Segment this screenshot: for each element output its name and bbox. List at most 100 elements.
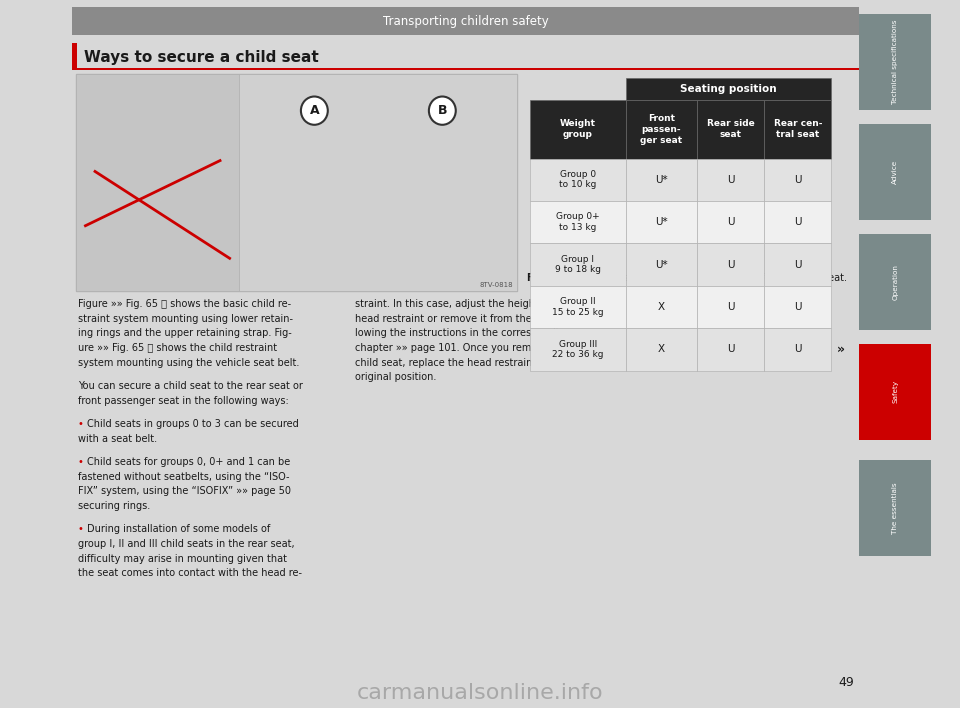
Text: B: B xyxy=(438,104,447,117)
Text: straint. In this case, adjust the height of the: straint. In this case, adjust the height… xyxy=(355,299,570,309)
Text: •: • xyxy=(78,419,84,429)
Text: U*: U* xyxy=(655,217,668,227)
Text: ing rings and the upper retaining strap. Fig-: ing rings and the upper retaining strap.… xyxy=(78,329,292,338)
Bar xyxy=(72,43,77,69)
Text: Group I
9 to 18 kg: Group I 9 to 18 kg xyxy=(555,255,601,274)
Text: Weight
group: Weight group xyxy=(560,119,596,139)
Circle shape xyxy=(300,96,327,125)
Bar xyxy=(697,286,764,329)
Text: U: U xyxy=(794,302,802,312)
Text: Fig. 65: Fig. 65 xyxy=(527,273,564,282)
Text: U: U xyxy=(794,217,802,227)
Bar xyxy=(626,201,697,244)
Text: Technical specifications: Technical specifications xyxy=(892,20,899,104)
Bar xyxy=(764,100,831,159)
Text: U: U xyxy=(794,175,802,185)
Bar xyxy=(859,124,931,220)
Bar xyxy=(530,286,626,329)
Text: front passenger seat in the following ways:: front passenger seat in the following wa… xyxy=(78,396,289,406)
Bar xyxy=(626,329,697,371)
Text: straint system mounting using lower retain-: straint system mounting using lower reta… xyxy=(78,314,293,324)
Text: with a seat belt.: with a seat belt. xyxy=(78,434,156,444)
Text: system mounting using the vehicle seat belt.: system mounting using the vehicle seat b… xyxy=(78,358,300,367)
Text: difficulty may arise in mounting given that: difficulty may arise in mounting given t… xyxy=(78,554,287,564)
Text: •: • xyxy=(78,525,84,535)
Text: 49: 49 xyxy=(839,676,854,689)
Text: »: » xyxy=(837,343,845,356)
Bar xyxy=(764,201,831,244)
Text: U: U xyxy=(727,260,734,270)
Bar xyxy=(764,159,831,201)
Text: Safety: Safety xyxy=(892,380,899,404)
Bar xyxy=(76,74,517,291)
Text: Group 0
to 10 kg: Group 0 to 10 kg xyxy=(560,170,596,190)
Text: original position.: original position. xyxy=(355,372,437,382)
Text: X: X xyxy=(658,345,665,355)
Bar xyxy=(530,329,626,371)
Bar xyxy=(626,286,697,329)
Bar xyxy=(697,100,764,159)
Text: Rear cen-
tral seat: Rear cen- tral seat xyxy=(774,119,822,139)
Text: lowing the instructions in the corresponding: lowing the instructions in the correspon… xyxy=(355,329,571,338)
Text: fastened without seatbelts, using the “ISO-: fastened without seatbelts, using the “I… xyxy=(78,472,289,481)
Bar xyxy=(764,244,831,286)
Text: On the rear seats: Possible installations for the child seat.: On the rear seats: Possible installation… xyxy=(558,273,847,282)
Text: U: U xyxy=(794,260,802,270)
Text: U*: U* xyxy=(655,260,668,270)
Text: Advice: Advice xyxy=(892,160,899,184)
Text: child seat, replace the head restraint in its: child seat, replace the head restraint i… xyxy=(355,358,564,367)
Bar xyxy=(76,74,239,291)
Text: Group 0+
to 13 kg: Group 0+ to 13 kg xyxy=(556,212,600,232)
Text: U: U xyxy=(727,175,734,185)
Bar xyxy=(626,244,697,286)
Text: Transporting children safety: Transporting children safety xyxy=(383,15,548,28)
Text: Group III
22 to 36 kg: Group III 22 to 36 kg xyxy=(552,340,604,359)
Text: U: U xyxy=(727,302,734,312)
Text: the seat comes into contact with the head re-: the seat comes into contact with the hea… xyxy=(78,569,301,578)
Text: group I, II and III child seats in the rear seat,: group I, II and III child seats in the r… xyxy=(78,539,295,549)
Bar xyxy=(72,7,859,35)
Bar xyxy=(530,244,626,286)
Text: Ways to secure a child seat: Ways to secure a child seat xyxy=(84,50,319,65)
Text: chapter »» page 101. Once you remove the: chapter »» page 101. Once you remove the xyxy=(355,343,568,353)
Bar xyxy=(859,460,931,556)
Text: 8TV-0818: 8TV-0818 xyxy=(479,282,513,288)
Bar xyxy=(697,201,764,244)
Bar xyxy=(626,78,831,100)
Text: FIX” system, using the “ISOFIX” »» page 50: FIX” system, using the “ISOFIX” »» page … xyxy=(78,486,291,496)
Text: U: U xyxy=(727,217,734,227)
Bar xyxy=(859,14,931,110)
Text: Child seats in groups 0 to 3 can be secured: Child seats in groups 0 to 3 can be secu… xyxy=(87,419,300,429)
Bar xyxy=(530,100,626,159)
Bar xyxy=(697,159,764,201)
Text: •: • xyxy=(78,457,84,467)
Text: X: X xyxy=(658,302,665,312)
Bar xyxy=(530,201,626,244)
Text: securing rings.: securing rings. xyxy=(78,501,150,511)
Bar xyxy=(859,343,931,440)
Text: Child seats for groups 0, 0+ and 1 can be: Child seats for groups 0, 0+ and 1 can b… xyxy=(87,457,291,467)
Bar xyxy=(697,329,764,371)
Text: U*: U* xyxy=(655,175,668,185)
Text: ure »» Fig. 65 Ⓑ shows the child restraint: ure »» Fig. 65 Ⓑ shows the child restrai… xyxy=(78,343,276,353)
Bar xyxy=(530,159,626,201)
Bar xyxy=(626,159,697,201)
Text: Group II
15 to 25 kg: Group II 15 to 25 kg xyxy=(552,297,604,316)
Text: Rear side
seat: Rear side seat xyxy=(707,119,755,139)
Bar xyxy=(626,100,697,159)
Bar xyxy=(764,329,831,371)
Bar xyxy=(764,286,831,329)
Bar xyxy=(239,74,517,291)
Text: The essentials: The essentials xyxy=(892,483,899,535)
Text: During installation of some models of: During installation of some models of xyxy=(87,525,271,535)
Bar xyxy=(859,234,931,330)
Text: Figure »» Fig. 65 Ⓐ shows the basic child re-: Figure »» Fig. 65 Ⓐ shows the basic chil… xyxy=(78,299,291,309)
Text: head restraint or remove it from the seat fol-: head restraint or remove it from the sea… xyxy=(355,314,575,324)
Text: You can secure a child seat to the rear seat or: You can secure a child seat to the rear … xyxy=(78,381,302,391)
Text: carmanualsonline.info: carmanualsonline.info xyxy=(357,683,603,703)
Text: A: A xyxy=(309,104,319,117)
Bar xyxy=(697,244,764,286)
Text: Operation: Operation xyxy=(892,264,899,299)
Text: U: U xyxy=(727,345,734,355)
Text: U: U xyxy=(794,345,802,355)
